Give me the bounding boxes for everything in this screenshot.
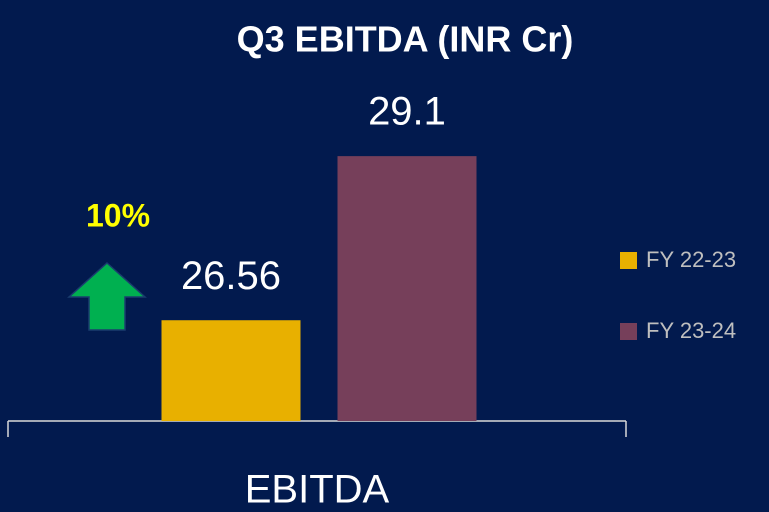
- data-label: 29.1: [368, 90, 446, 134]
- legend-swatch: [620, 252, 637, 269]
- bar: [337, 156, 477, 421]
- legend-label: FY 22-23: [646, 247, 736, 272]
- bar: [161, 320, 301, 421]
- chart-title: Q3 EBITDA (INR Cr): [237, 19, 574, 60]
- legend-swatch: [620, 323, 637, 340]
- legend-label: FY 23-24: [646, 318, 736, 343]
- annotation: 10%: [86, 197, 150, 233]
- x-tick-label: EBITDA: [245, 468, 390, 512]
- up-arrow: [67, 261, 147, 331]
- data-label: 26.56: [181, 254, 281, 298]
